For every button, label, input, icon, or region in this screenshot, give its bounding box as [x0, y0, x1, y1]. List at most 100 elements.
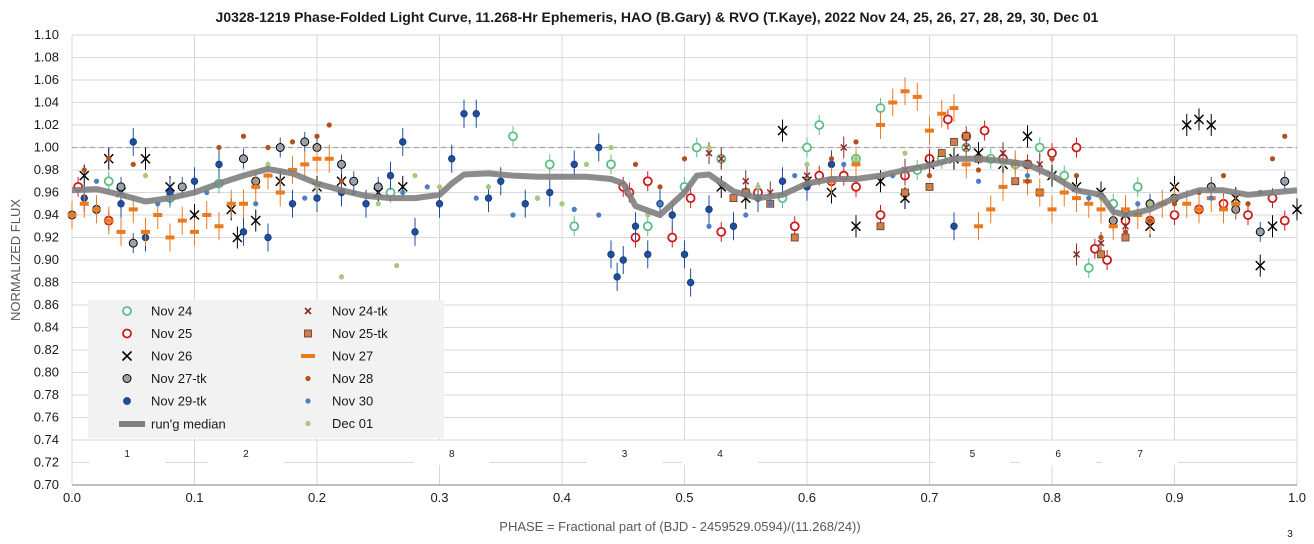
point-marker	[1267, 221, 1278, 232]
y-tick-label: 1.06	[34, 72, 59, 87]
data-point	[851, 150, 861, 179]
point-marker	[851, 181, 861, 192]
data-point	[792, 173, 798, 179]
y-tick-label: 0.86	[34, 297, 59, 312]
point-marker	[239, 201, 248, 206]
data-point	[485, 184, 492, 190]
point-marker	[1255, 227, 1265, 237]
y-tick-label: 0.76	[34, 410, 59, 425]
data-point	[607, 240, 615, 269]
data-point	[289, 139, 296, 145]
data-point	[215, 150, 223, 179]
data-point	[901, 188, 909, 197]
point-marker	[876, 123, 885, 127]
point-marker	[460, 110, 468, 118]
point-marker	[189, 209, 200, 221]
point-marker	[1024, 173, 1031, 179]
data-point	[81, 167, 87, 173]
point-marker	[827, 160, 836, 169]
point-marker	[312, 156, 322, 161]
data-point	[288, 156, 297, 184]
y-tick-label: 0.70	[34, 477, 59, 492]
point-marker	[1034, 142, 1045, 153]
x-tick-label: 0.0	[63, 490, 81, 505]
point-marker	[875, 210, 886, 220]
legend-label: Nov 25	[151, 326, 192, 341]
data-point	[1122, 229, 1129, 235]
point-marker	[1073, 173, 1080, 179]
data-point	[631, 212, 640, 241]
data-point	[250, 209, 261, 232]
point-marker	[853, 139, 859, 145]
segment-label: 3	[622, 449, 628, 460]
point-marker	[103, 176, 114, 187]
legend-label: Nov 29-tk	[151, 394, 207, 409]
point-marker	[767, 201, 773, 207]
point-marker	[435, 200, 444, 208]
legend-swatch	[305, 398, 311, 404]
data-point	[790, 233, 799, 242]
point-marker	[497, 177, 505, 185]
data-point	[1206, 114, 1217, 136]
y-axis-label: NORMALIZED FLUX	[8, 199, 23, 321]
point-marker	[288, 200, 297, 208]
point-marker	[716, 226, 727, 237]
point-marker	[961, 162, 971, 167]
point-marker	[595, 143, 603, 152]
point-marker	[755, 184, 761, 190]
y-tick-label: 0.96	[34, 185, 59, 200]
point-marker	[685, 193, 696, 204]
data-point	[472, 99, 480, 128]
data-point	[116, 217, 126, 246]
point-marker	[1035, 190, 1045, 195]
point-marker	[1072, 250, 1081, 258]
point-marker	[937, 149, 946, 158]
data-point	[326, 122, 332, 128]
data-point	[1011, 177, 1020, 186]
data-point	[1181, 114, 1192, 136]
point-marker	[485, 184, 492, 190]
data-point	[275, 137, 285, 158]
segment-label: 8	[449, 449, 455, 460]
data-point	[1245, 201, 1251, 207]
point-marker	[1121, 222, 1130, 230]
data-point	[265, 161, 271, 167]
point-marker	[926, 173, 933, 179]
data-point	[1269, 156, 1276, 162]
point-marker	[240, 133, 247, 139]
point-marker	[1084, 201, 1094, 206]
data-point	[840, 136, 848, 159]
point-marker	[337, 159, 346, 169]
data-point	[729, 194, 738, 203]
point-marker	[264, 233, 272, 242]
data-point	[1047, 195, 1057, 224]
data-point	[962, 132, 971, 141]
point-marker	[1097, 250, 1105, 259]
point-marker	[263, 173, 273, 178]
point-marker	[338, 274, 345, 280]
legend-label: Nov 26	[151, 349, 192, 364]
point-marker	[1071, 142, 1082, 153]
data-point	[1193, 108, 1205, 131]
data-point	[1022, 125, 1033, 148]
point-marker	[472, 110, 480, 118]
data-point	[79, 189, 89, 218]
point-marker	[448, 155, 456, 163]
point-marker	[840, 143, 848, 152]
data-point	[93, 178, 100, 184]
data-point	[606, 154, 616, 175]
data-point	[926, 173, 933, 179]
data-point	[705, 195, 713, 224]
data-point	[104, 206, 114, 235]
point-marker	[1102, 255, 1113, 265]
point-marker	[1194, 207, 1204, 212]
point-marker	[1108, 224, 1118, 229]
point-marker	[190, 177, 199, 185]
data-point	[685, 188, 696, 209]
series-nov-29-tk	[80, 99, 958, 297]
point-marker	[265, 144, 271, 151]
point-marker	[1220, 173, 1227, 179]
data-point	[240, 133, 247, 139]
data-point	[804, 161, 810, 167]
data-point	[900, 77, 910, 106]
